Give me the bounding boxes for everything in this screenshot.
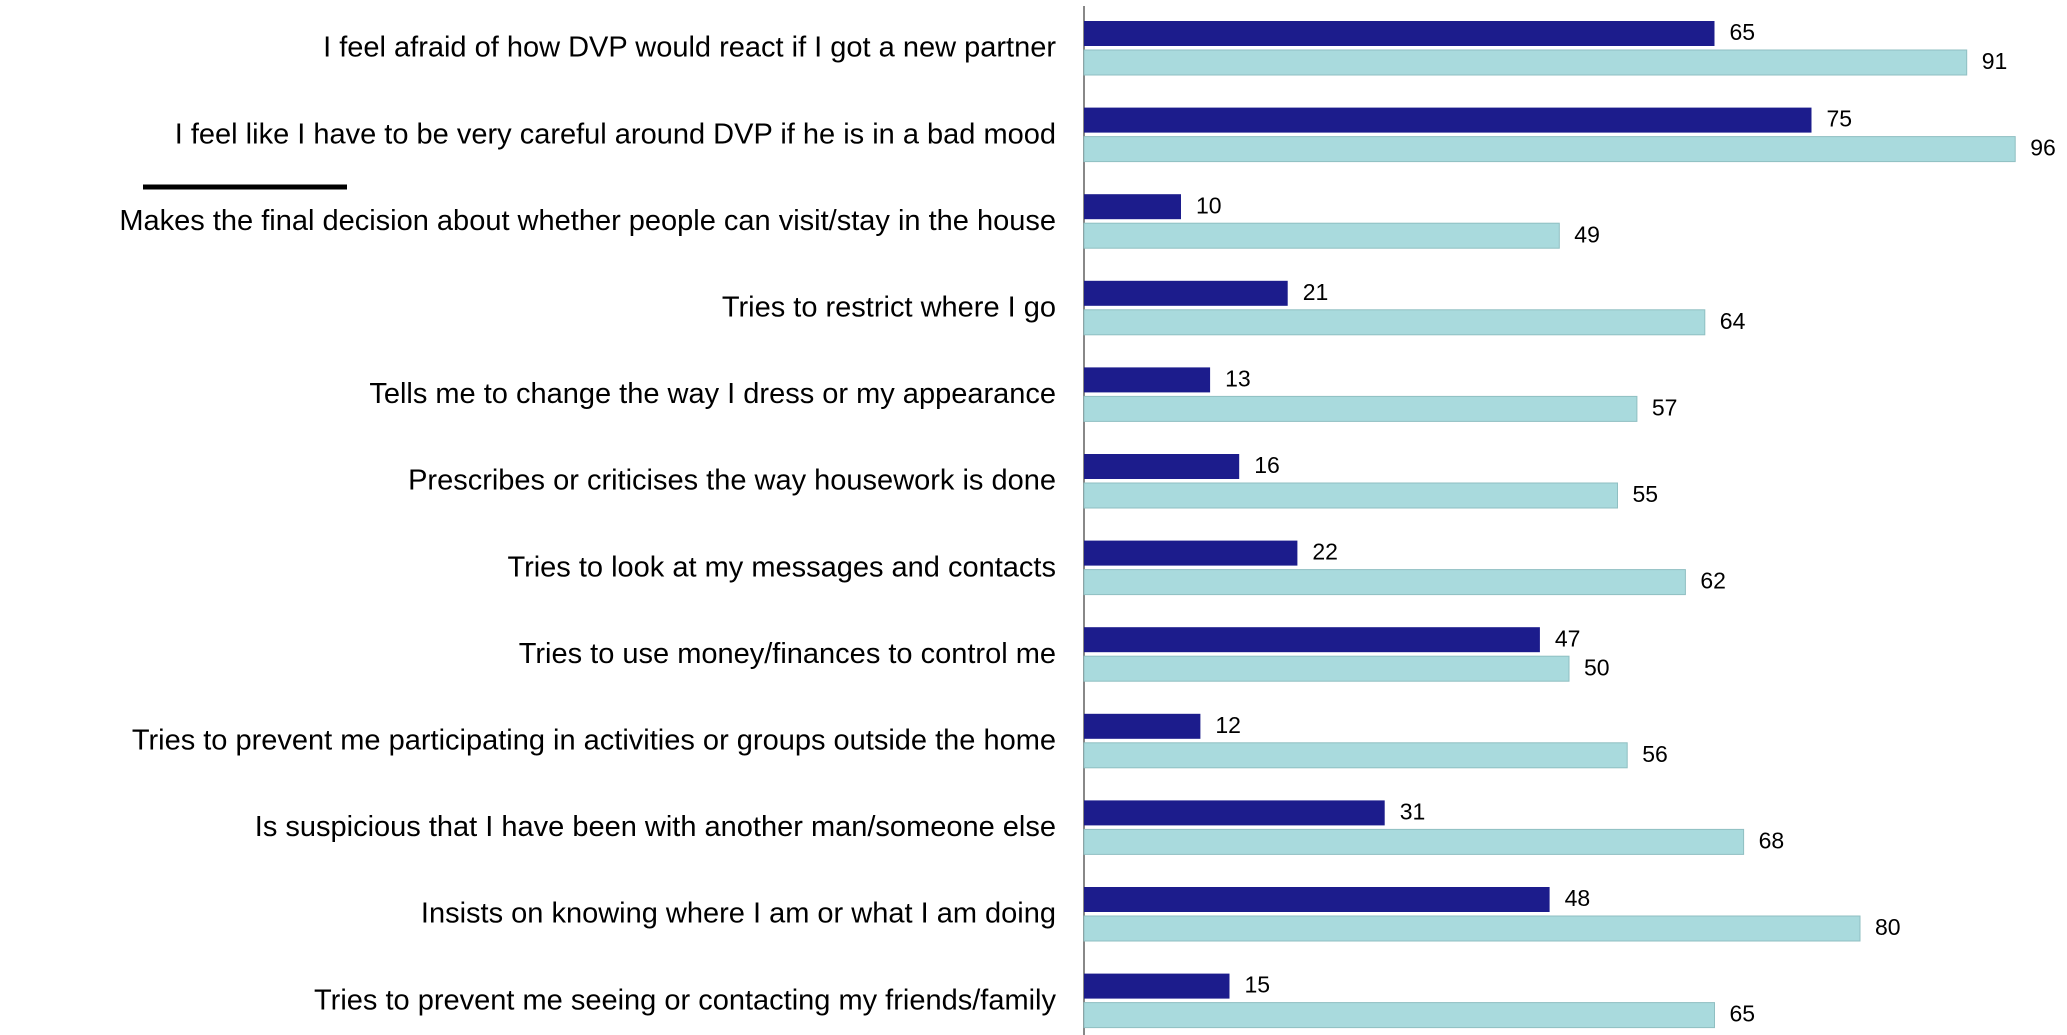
bar	[1083, 569, 1686, 596]
bar	[1084, 627, 1540, 653]
bar	[1084, 454, 1240, 479]
bar	[1083, 482, 1618, 509]
value-label: 47	[1555, 625, 1581, 651]
bar	[1084, 367, 1211, 393]
category-label: Tells me to change the way I dress or my…	[369, 378, 1056, 410]
value-label: 64	[1720, 308, 1746, 334]
bar	[1083, 655, 1570, 682]
bar	[1084, 800, 1385, 826]
category-label: Insists on knowing where I am or what I …	[421, 898, 1056, 930]
value-label: 12	[1215, 712, 1241, 738]
bar	[1083, 395, 1638, 422]
value-label: 13	[1225, 365, 1251, 391]
bar	[1083, 828, 1745, 855]
category-label: Tries to use money/finances to control m…	[519, 638, 1056, 670]
category-label: Tries to look at my messages and contact…	[507, 551, 1056, 583]
bar	[1084, 973, 1230, 999]
bar	[1083, 915, 1861, 942]
category-label: Makes the final decision about whether p…	[119, 205, 1056, 237]
category-label: Tries to prevent me participating in act…	[132, 724, 1056, 756]
value-label: 56	[1642, 741, 1668, 767]
bar	[1084, 540, 1298, 566]
value-label: 80	[1875, 914, 1901, 940]
value-label: 91	[1982, 48, 2008, 74]
value-label: 15	[1245, 972, 1271, 998]
value-label: 10	[1196, 192, 1222, 218]
bar	[1083, 1002, 1715, 1029]
category-label: Prescribes or criticises the way housewo…	[408, 465, 1056, 497]
category-label: Is suspicious that I have been with anot…	[255, 811, 1056, 843]
value-label: 68	[1759, 827, 1785, 853]
bar	[1083, 309, 1706, 336]
value-label: 55	[1633, 481, 1659, 507]
bar	[1083, 136, 2016, 163]
bar	[1083, 222, 1560, 249]
value-label: 62	[1700, 568, 1726, 594]
category-label: Tries to prevent me seeing or contacting…	[314, 984, 1056, 1016]
bar	[1084, 280, 1288, 306]
bar	[1084, 887, 1550, 912]
bar	[1084, 21, 1715, 46]
value-label: 48	[1565, 885, 1591, 911]
value-label: 50	[1584, 654, 1610, 680]
value-label: 49	[1574, 221, 1600, 247]
value-label: 31	[1400, 798, 1426, 824]
value-label: 65	[1730, 19, 1756, 45]
value-label: 96	[2030, 135, 2056, 161]
value-label: 21	[1303, 279, 1329, 305]
value-label: 16	[1254, 452, 1280, 478]
category-label: I feel like I have to be very careful ar…	[175, 118, 1056, 150]
bar	[1084, 194, 1181, 220]
bar	[1084, 107, 1812, 133]
bar	[1083, 49, 1968, 76]
value-label: 75	[1827, 106, 1853, 132]
value-label: 57	[1652, 394, 1678, 420]
value-label: 22	[1312, 539, 1338, 565]
category-label: I feel afraid of how DVP would react if …	[323, 32, 1056, 64]
bar	[1083, 742, 1628, 769]
category-label: Tries to restrict where I go	[722, 291, 1056, 323]
value-label: 65	[1730, 1001, 1756, 1027]
bar	[1084, 713, 1201, 739]
